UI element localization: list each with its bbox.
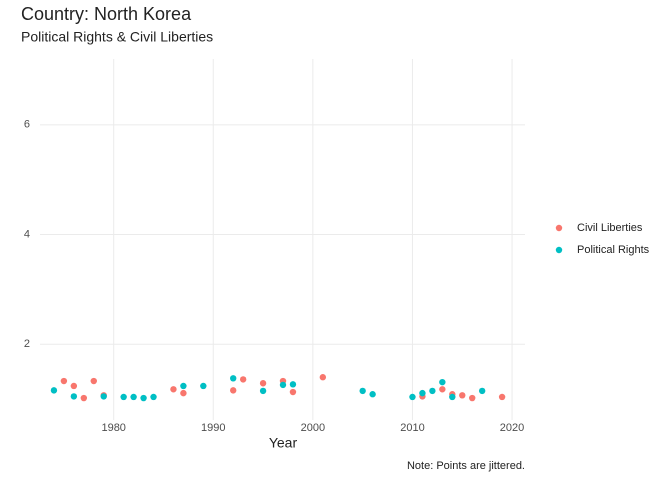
point	[449, 393, 456, 401]
point	[439, 386, 446, 393]
point	[170, 386, 177, 393]
legend-marker	[555, 246, 563, 254]
point	[50, 387, 58, 394]
x-tick-label: 2010	[400, 422, 424, 434]
point	[180, 382, 187, 390]
point	[319, 374, 327, 381]
x-tick-label: 2000	[301, 422, 325, 434]
point	[140, 394, 147, 402]
point	[80, 394, 88, 402]
point	[289, 381, 297, 388]
x-tick-label: 1990	[201, 422, 225, 434]
y-tick-label: 4	[24, 228, 30, 240]
point	[130, 393, 137, 401]
point	[70, 382, 78, 390]
point	[239, 376, 247, 383]
point	[279, 381, 287, 389]
point	[180, 389, 187, 397]
point	[289, 388, 297, 396]
point	[230, 375, 237, 382]
point	[478, 387, 486, 395]
point	[409, 393, 416, 401]
point	[90, 377, 97, 385]
point	[498, 393, 506, 401]
point	[259, 380, 267, 387]
point	[259, 387, 267, 395]
point	[200, 382, 207, 390]
point	[439, 378, 446, 386]
y-tick-label: 6	[24, 119, 30, 131]
x-tick-label: 2020	[500, 422, 524, 434]
point	[150, 393, 157, 401]
chart-title: Country: North Korea	[21, 4, 192, 24]
point	[120, 393, 127, 401]
point	[459, 392, 466, 399]
point	[429, 387, 436, 395]
point	[230, 387, 237, 394]
point	[359, 387, 366, 395]
x-tick-label: 1980	[101, 422, 125, 434]
point	[60, 377, 68, 385]
legend-label: Civil Liberties	[577, 222, 643, 234]
legend-marker	[555, 224, 563, 232]
chart-subtitle: Political Rights & Civil Liberties	[21, 29, 213, 45]
point	[419, 389, 426, 397]
point	[100, 393, 107, 400]
point	[469, 394, 476, 402]
caption: Note: Points are jittered.	[407, 460, 525, 472]
point	[369, 391, 376, 398]
x-axis-label: Year	[269, 435, 298, 451]
legend-label: Political Rights	[577, 244, 650, 256]
y-tick-label: 2	[24, 338, 30, 350]
point	[70, 393, 78, 400]
